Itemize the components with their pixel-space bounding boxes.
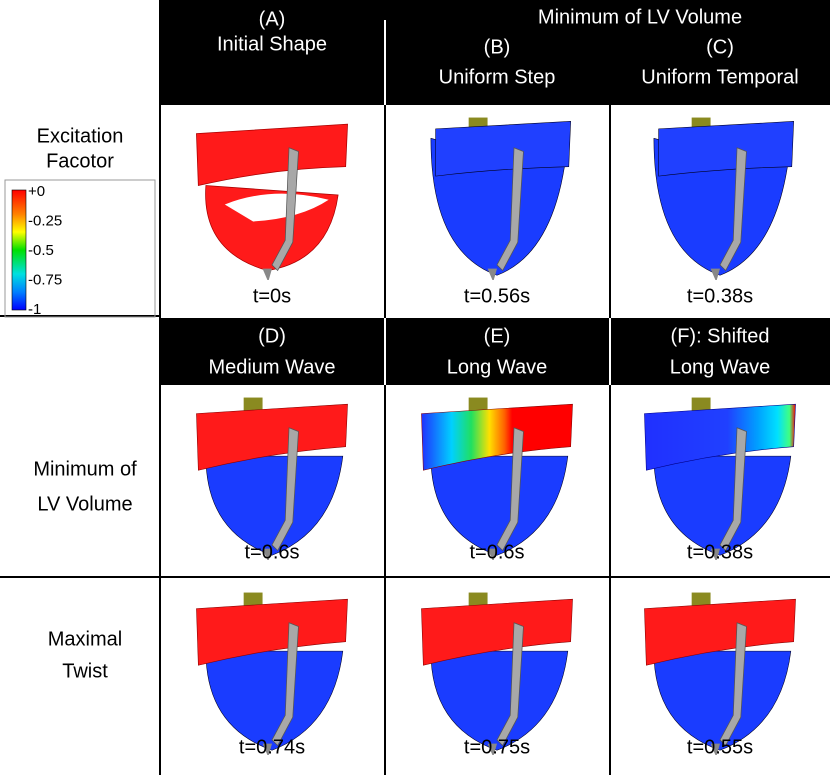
row-label: Maximal (48, 628, 122, 650)
heart-render (421, 593, 572, 757)
legend-tick: -0.5 (28, 242, 54, 259)
time-label: t=0s (253, 285, 291, 307)
legend-tick: +0 (28, 183, 45, 200)
time-label: t=0.75s (464, 736, 530, 758)
row-label: Minimum of (33, 458, 137, 480)
heart-render (421, 398, 572, 562)
row-label: Twist (62, 660, 108, 682)
panel-label: (F): Shifted (671, 325, 770, 347)
panel-label: (E) (484, 325, 511, 347)
time-label: t=0.38s (687, 541, 753, 563)
panel-label: (A) (259, 8, 286, 30)
time-label: t=0.6s (469, 541, 524, 563)
legend-title: Facotor (46, 150, 114, 172)
panel-name: Uniform Temporal (641, 66, 798, 88)
legend-title: Excitation (37, 125, 124, 147)
heart-render (196, 398, 347, 562)
heart-render (644, 398, 795, 562)
panel-label: (D) (258, 325, 286, 347)
time-label: t=0.55s (687, 736, 753, 758)
heart-render (196, 124, 347, 282)
legend-tick: -0.75 (28, 271, 62, 288)
heart-render (196, 593, 347, 757)
time-label: t=0.56s (464, 285, 530, 307)
color-bar (12, 190, 26, 310)
time-label: t=0.6s (244, 541, 299, 563)
heart-render (654, 118, 794, 282)
figure: Minimum of LV Volume Excitation Facotor … (0, 0, 830, 775)
group-title: Minimum of LV Volume (538, 6, 742, 28)
panel-name: Uniform Step (439, 66, 556, 88)
row-label: LV Volume (37, 493, 132, 515)
panel-label: (C) (706, 36, 734, 58)
panel-label: (B) (484, 36, 511, 58)
time-label: t=0.38s (687, 285, 753, 307)
panel-name: Medium Wave (208, 356, 335, 378)
legend-tick: -0.25 (28, 212, 62, 229)
legend-tick: -1 (28, 301, 41, 318)
panel-name: Long Wave (447, 356, 547, 378)
time-label: t=0.74s (239, 736, 305, 758)
heart-render (431, 118, 571, 282)
heart-render (644, 593, 795, 757)
panel-name: Initial Shape (217, 33, 327, 55)
panel-name: Long Wave (670, 356, 770, 378)
